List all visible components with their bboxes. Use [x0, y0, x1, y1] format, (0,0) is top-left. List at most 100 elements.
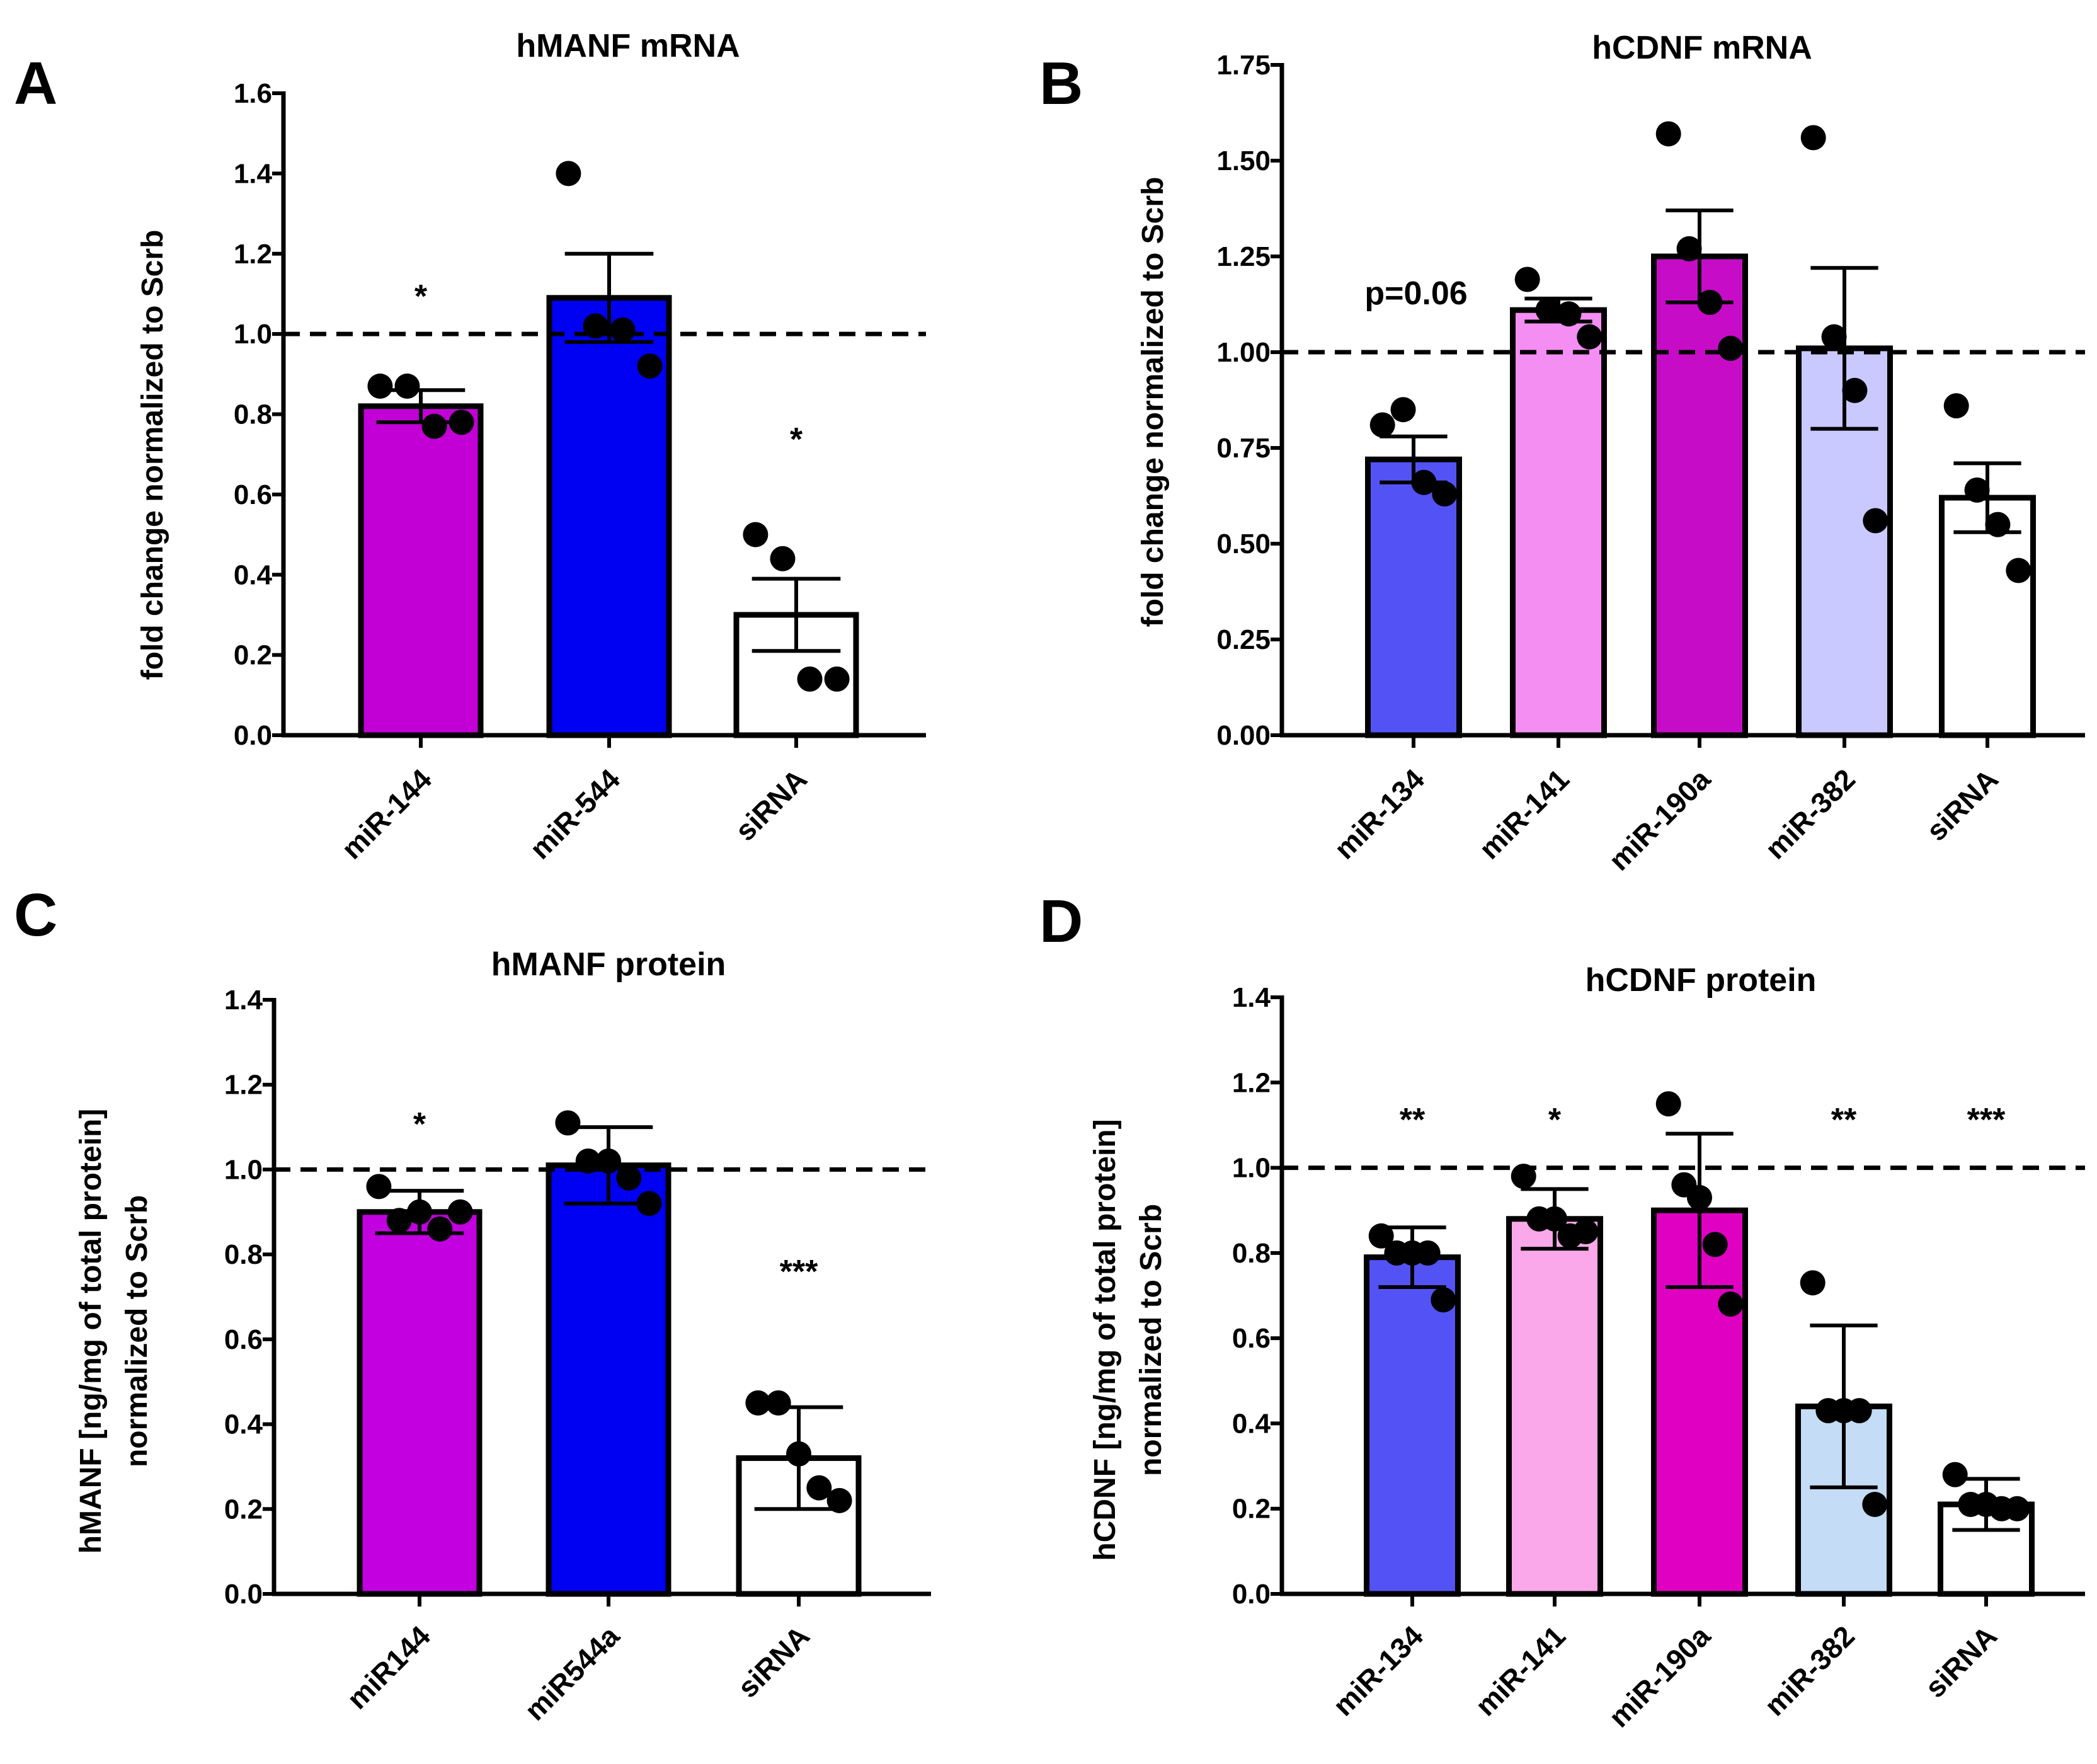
panel-a-annotation-0: *: [414, 278, 428, 315]
panel-c-data-point-0-2: [407, 1199, 432, 1225]
panel-b-data-point-0-1: [1390, 397, 1416, 423]
panel-c-y-tick-label-3: 0.6: [224, 1324, 263, 1355]
panel-d-bar-1: [1506, 1216, 1603, 1597]
panel-d-y-axis-label: hCDNF [ng/mg of total protein]: [1088, 1119, 1122, 1561]
panel-d-annotation-3: **: [1831, 1102, 1857, 1138]
panel-d-bar-0: [1364, 1254, 1461, 1597]
panel-b-data-point-4-2: [1985, 512, 2011, 537]
panel-d-y-tick-label-5: 1.0: [1232, 1153, 1271, 1184]
panel-c-y-axis-label: hMANF [ng/mg of total protein]: [74, 1109, 108, 1554]
panel-a-y-tick-label-5: 1.0: [234, 319, 272, 350]
panel-c-data-point-0-3: [427, 1216, 453, 1242]
panel-b-y-tick-label-4: 1.00: [1216, 337, 1271, 368]
panel-d-data-point-4-0: [1942, 1462, 1968, 1487]
panel-a-annotation-2: *: [790, 421, 803, 458]
panel-d-y-tick-label-7: 1.4: [1232, 982, 1271, 1013]
panel-c-data-point-0-0: [366, 1174, 392, 1200]
panel-a-data-point-0-1: [394, 373, 420, 399]
panel-c-y-tick-label-7: 1.4: [224, 985, 263, 1016]
panel-b-data-point-2-2: [1697, 289, 1723, 315]
panel-letter-c: C: [14, 881, 57, 949]
panel-c-data-point-1-2: [596, 1148, 621, 1174]
panel-b: B hCDNF mRNA fold change normalized to S…: [1039, 30, 2085, 877]
panel-c-bar-0: [357, 1209, 483, 1597]
panel-b-y-axis-label: fold change normalized to Scrb: [1136, 177, 1170, 627]
panel-c-y-tick-label-6: 1.2: [224, 1070, 263, 1101]
panel-a-data-point-0-3: [449, 410, 474, 435]
panel-b-data-point-4-1: [1964, 477, 1990, 503]
panel-letter-a: A: [14, 50, 57, 117]
panel-d-title: hCDNF protein: [1586, 962, 1817, 999]
panel-b-bar-2: [1651, 253, 1748, 738]
panel-a-y-tick-label-4: 0.8: [234, 399, 272, 430]
panel-d-data-point-0-0: [1368, 1223, 1394, 1249]
panel-d-data-point-2-0: [1655, 1091, 1681, 1117]
panel-b-category-label-4: siRNA: [1920, 762, 2004, 847]
panel-d-data-point-1-4: [1573, 1219, 1599, 1245]
panel-a-category-label-1: miR-544: [523, 762, 627, 866]
panel-c-y-axis-label-line-2: normalized to Scrb: [120, 1195, 154, 1467]
panel-c-data-point-0-1: [386, 1208, 412, 1234]
panel-b-category-label-3: miR-382: [1759, 762, 1861, 865]
panel-b-y-tick-label-6: 1.50: [1216, 146, 1271, 176]
panel-a-data-point-0-0: [367, 373, 393, 399]
panel-d-data-point-2-2: [1687, 1184, 1712, 1210]
panel-b-data-point-1-3: [1577, 324, 1603, 350]
panel-b-data-point-0-3: [1432, 481, 1458, 507]
panel-b-data-point-1-2: [1556, 301, 1582, 327]
panel-a-y-tick-label-0: 0.0: [234, 720, 272, 751]
panel-d-data-point-3-4: [1862, 1491, 1888, 1517]
panel-c-data-point-2-4: [826, 1487, 852, 1513]
panel-a-data-point-2-2: [797, 666, 823, 692]
panel-letter-d: D: [1039, 888, 1083, 955]
panel-c-data-point-0-4: [447, 1199, 473, 1225]
panel-d-y-axis-label-line-2: normalized to Scrb: [1134, 1204, 1168, 1476]
panel-b-category-label-1: miR-141: [1473, 762, 1575, 865]
panel-c-annotation-2: ***: [780, 1254, 818, 1290]
panel-b-y-tick-label-5: 1.25: [1216, 241, 1271, 272]
panel-c-y-tick-label-1: 0.2: [224, 1494, 263, 1525]
panel-a-bar-0: [358, 403, 484, 738]
panel-a-category-label-2: siRNA: [729, 762, 813, 847]
panel-a-data-point-1-3: [637, 353, 663, 379]
panel-d-data-point-0-4: [1431, 1287, 1456, 1313]
panel-d-y-tick-label-6: 1.2: [1232, 1067, 1271, 1098]
panel-a: A hMANF mRNA fold change normalized to S…: [14, 28, 926, 866]
panel-c-annotation-0: *: [413, 1106, 426, 1143]
panel-c-category-label-2: siRNA: [731, 1619, 816, 1704]
panel-c-y-tick-label-5: 1.0: [224, 1154, 263, 1185]
panel-b-y-tick-label-0: 0.00: [1216, 720, 1271, 751]
panel-c-data-point-2-0: [745, 1390, 771, 1416]
panel-a-y-tick-label-3: 0.6: [234, 479, 272, 510]
panel-b-data-point-1-0: [1514, 266, 1540, 292]
panel-c-data-point-2-2: [786, 1441, 811, 1467]
panel-b-annotation-0: p=0.06: [1364, 275, 1467, 312]
panel-b-y-tick-label-1: 0.25: [1216, 624, 1271, 655]
panel-b-title: hCDNF mRNA: [1592, 30, 1812, 66]
panel-d-category-label-1: miR-141: [1469, 1619, 1572, 1722]
panel-d-y-tick-label-2: 0.4: [1232, 1408, 1271, 1439]
panel-a-data-point-2-0: [743, 522, 769, 547]
panel-b-data-point-0-0: [1369, 412, 1395, 438]
panel-a-data-point-1-1: [583, 313, 609, 339]
panel-c-y-tick-label-4: 0.8: [224, 1239, 263, 1270]
panel-b-data-point-2-1: [1676, 236, 1702, 261]
panel-c: C hMANF protein hMANF [ng/mg of total pr…: [14, 881, 931, 1727]
panel-a-y-tick-label-2: 0.4: [234, 559, 273, 590]
panel-a-y-tick-label-6: 1.2: [234, 239, 272, 270]
panel-a-data-point-1-2: [610, 317, 636, 343]
panel-b-data-point-0-2: [1411, 469, 1437, 495]
panel-c-data-point-1-1: [575, 1148, 601, 1174]
panel-c-y-tick-label-2: 0.4: [224, 1409, 263, 1440]
panel-a-y-tick-label-7: 1.4: [234, 158, 273, 189]
panel-d-y-tick-label-3: 0.6: [1232, 1323, 1271, 1354]
panel-c-title: hMANF protein: [491, 946, 726, 983]
panel-c-data-point-2-1: [765, 1390, 791, 1416]
panel-d-data-point-0-3: [1415, 1240, 1441, 1266]
panel-d-category-label-0: miR-134: [1327, 1619, 1430, 1722]
panel-letter-b: B: [1039, 50, 1083, 117]
panel-d-annotation-0: **: [1400, 1102, 1426, 1138]
panel-d-data-point-4-4: [2004, 1496, 2030, 1521]
panel-c-bar-1: [546, 1162, 671, 1597]
panel-d-annotation-1: *: [1548, 1102, 1562, 1138]
